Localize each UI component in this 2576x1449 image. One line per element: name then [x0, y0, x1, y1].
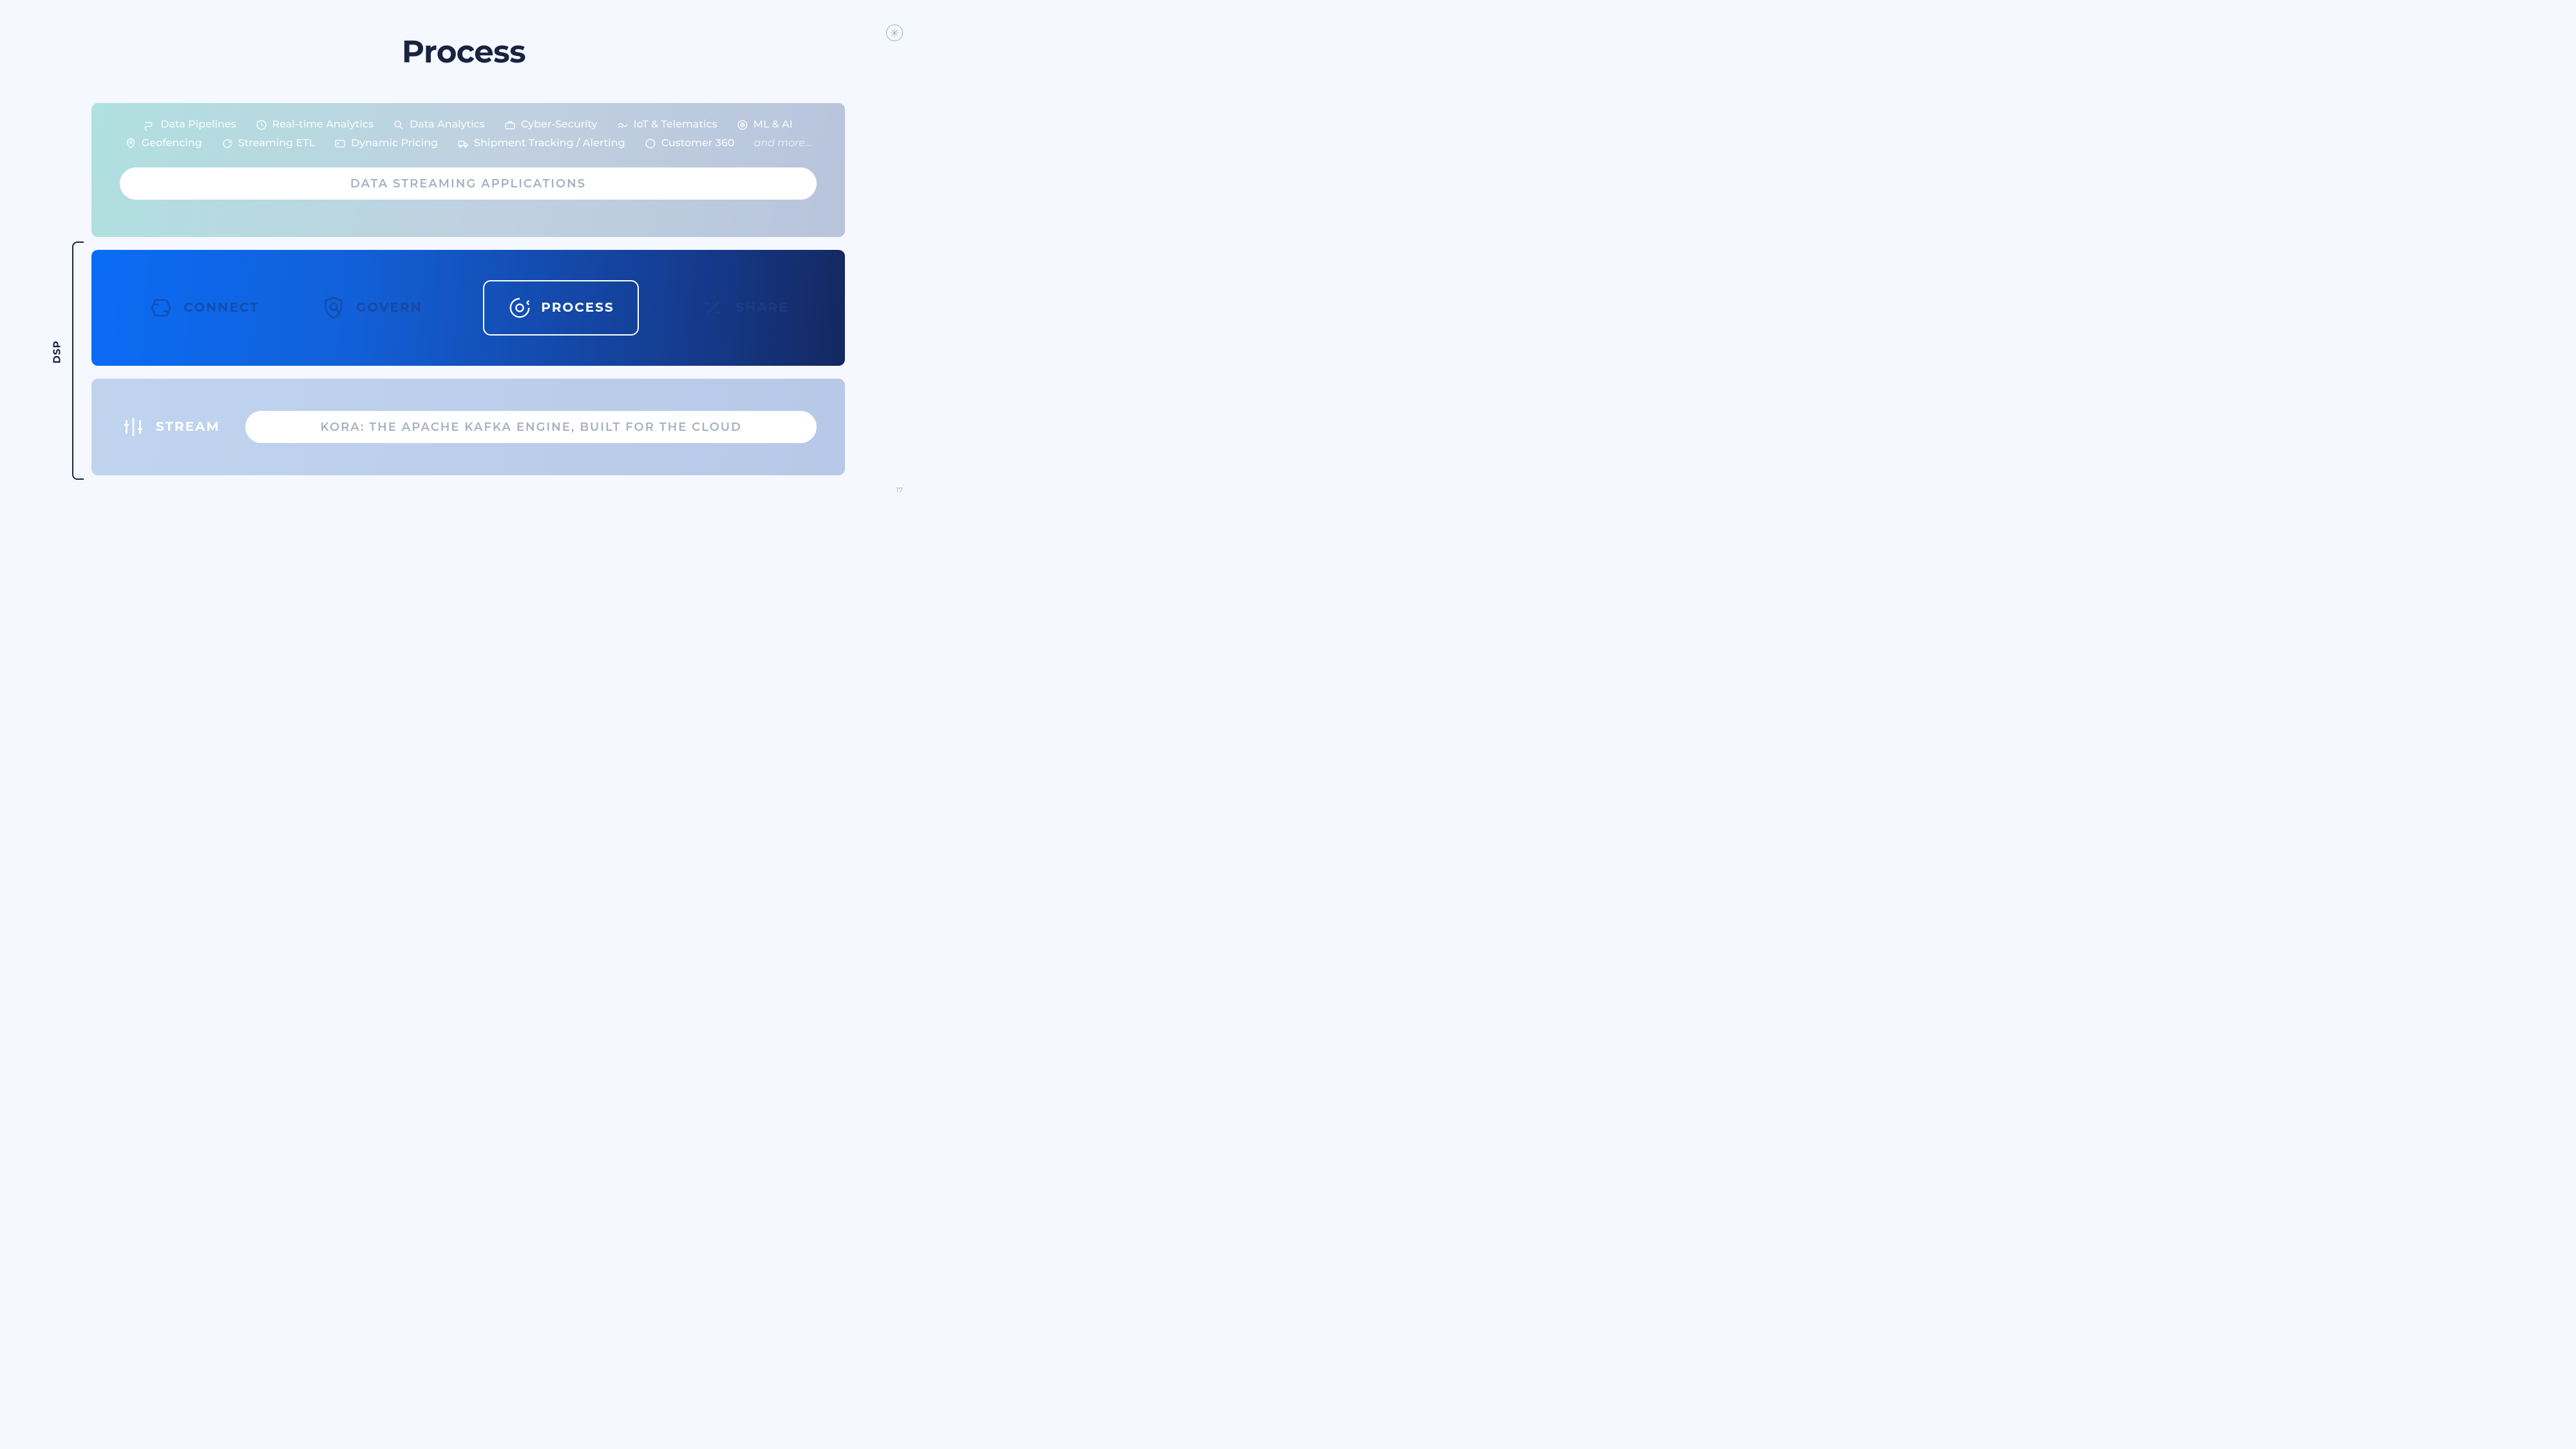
- dsp-label: DSP: [51, 341, 63, 364]
- page-number: 17: [896, 486, 903, 495]
- share-icon: [699, 294, 726, 321]
- govern-icon: [320, 294, 347, 321]
- stream-label-group: STREAM: [120, 413, 220, 440]
- stream-pill: KORA: THE APACHE KAFKA ENGINE, BUILT FOR…: [245, 411, 817, 443]
- applications-panel: Data Pipelines Real-time Analytics Data …: [91, 103, 845, 237]
- tag-label: IoT & Telematics: [634, 118, 717, 131]
- capability-process: PROCESS: [483, 280, 638, 336]
- circle-icon: [645, 138, 656, 149]
- waves-icon: [617, 119, 629, 131]
- slide: 17 Process DSP Data Pipelines Real-time …: [0, 0, 927, 522]
- tag-label: Data Analytics: [410, 118, 485, 131]
- capability-label: GOVERN: [356, 300, 422, 316]
- target-icon: [737, 119, 748, 131]
- capability-share: SHARE: [699, 294, 788, 321]
- tag-label: Real-time Analytics: [272, 118, 374, 131]
- clock-icon: [256, 119, 267, 131]
- capabilities-panel: CONNECT GOVERN PROCESS SHARE: [91, 250, 845, 366]
- tag-item: Streaming ETL: [222, 137, 315, 149]
- tags-row-2: Geofencing Streaming ETL Dynamic Pricing…: [120, 137, 817, 149]
- tag-item: Data Analytics: [393, 118, 485, 131]
- truck-icon: [457, 138, 469, 149]
- more-tag: and more...: [753, 137, 811, 149]
- tag-item: Dynamic Pricing: [334, 137, 438, 149]
- briefcase-icon: [504, 119, 516, 131]
- tag-item: Geofencing: [125, 137, 202, 149]
- capability-label: SHARE: [735, 300, 788, 316]
- tag-item: Data Pipelines: [144, 118, 236, 131]
- tag-label: Streaming ETL: [238, 137, 315, 149]
- tag-label: Geofencing: [142, 137, 202, 149]
- connect-icon: [147, 294, 175, 321]
- pin-icon: [125, 138, 137, 149]
- capability-govern: GOVERN: [320, 294, 422, 321]
- stream-panel: STREAM KORA: THE APACHE KAFKA ENGINE, BU…: [91, 379, 845, 475]
- price-icon: [334, 138, 346, 149]
- tag-label: Dynamic Pricing: [351, 137, 438, 149]
- tag-item: Cyber-Security: [504, 118, 598, 131]
- tag-label: Cyber-Security: [521, 118, 598, 131]
- tags-row-1: Data Pipelines Real-time Analytics Data …: [120, 118, 817, 131]
- tag-label: Customer 360: [661, 137, 735, 149]
- page-title: Process: [0, 33, 927, 71]
- search-icon: [393, 119, 404, 131]
- stream-label-text: STREAM: [156, 419, 220, 435]
- tag-item: ML & AI: [737, 118, 793, 131]
- capability-label: PROCESS: [541, 300, 614, 316]
- pipeline-icon: [144, 119, 155, 131]
- process-icon: [507, 296, 532, 320]
- tag-item: Real-time Analytics: [256, 118, 374, 131]
- tag-label: Data Pipelines: [160, 118, 236, 131]
- tag-item: IoT & Telematics: [617, 118, 717, 131]
- stream-icon: [120, 413, 147, 440]
- capability-label: CONNECT: [184, 300, 259, 316]
- capability-connect: CONNECT: [147, 294, 259, 321]
- tag-item: Shipment Tracking / Alerting: [457, 137, 625, 149]
- dsp-bracket: [72, 242, 84, 480]
- tag-label: ML & AI: [753, 118, 793, 131]
- tag-item: Customer 360: [645, 137, 735, 149]
- apps-pill: DATA STREAMING APPLICATIONS: [120, 167, 817, 200]
- sync-icon: [222, 138, 233, 149]
- tag-label: Shipment Tracking / Alerting: [474, 137, 625, 149]
